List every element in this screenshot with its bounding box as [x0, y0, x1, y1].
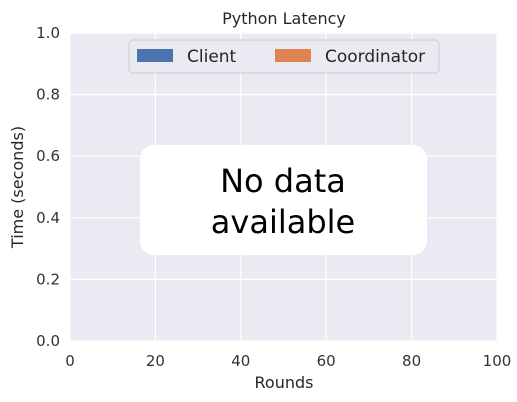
x-tick-label: 0 — [65, 352, 75, 370]
x-tick-label: 20 — [146, 352, 165, 370]
chart-title: Python Latency — [222, 9, 346, 28]
x-tick-label: 100 — [483, 352, 512, 370]
no-data-line-1: No data — [220, 162, 346, 200]
x-tick-label: 80 — [402, 352, 421, 370]
x-tick-label: 60 — [317, 352, 336, 370]
y-tick-label: 0.4 — [36, 209, 60, 227]
legend-swatch-coordinator — [275, 49, 311, 62]
no-data-box — [140, 145, 427, 255]
no-data-overlay: No data available — [140, 145, 427, 255]
y-tick-label: 0.0 — [36, 332, 60, 350]
x-axis-label: Rounds — [255, 373, 314, 392]
legend-label-client: Client — [187, 47, 237, 67]
legend-swatch-client — [137, 49, 173, 62]
legend-label-coordinator: Coordinator — [325, 47, 425, 67]
y-tick-label: 0.8 — [36, 86, 60, 104]
legend: Client Coordinator — [128, 39, 440, 74]
x-tick-label: 40 — [231, 352, 250, 370]
y-axis-ticks: 0.0 0.2 0.4 0.6 0.8 1.0 — [36, 24, 60, 350]
x-axis-ticks: 0 20 40 60 80 100 — [65, 352, 511, 370]
y-tick-label: 0.6 — [36, 147, 60, 165]
y-axis-label: Time (seconds) — [8, 126, 27, 249]
y-tick-label: 1.0 — [36, 24, 60, 42]
y-tick-label: 0.2 — [36, 270, 60, 288]
no-data-line-2: available — [211, 203, 355, 241]
